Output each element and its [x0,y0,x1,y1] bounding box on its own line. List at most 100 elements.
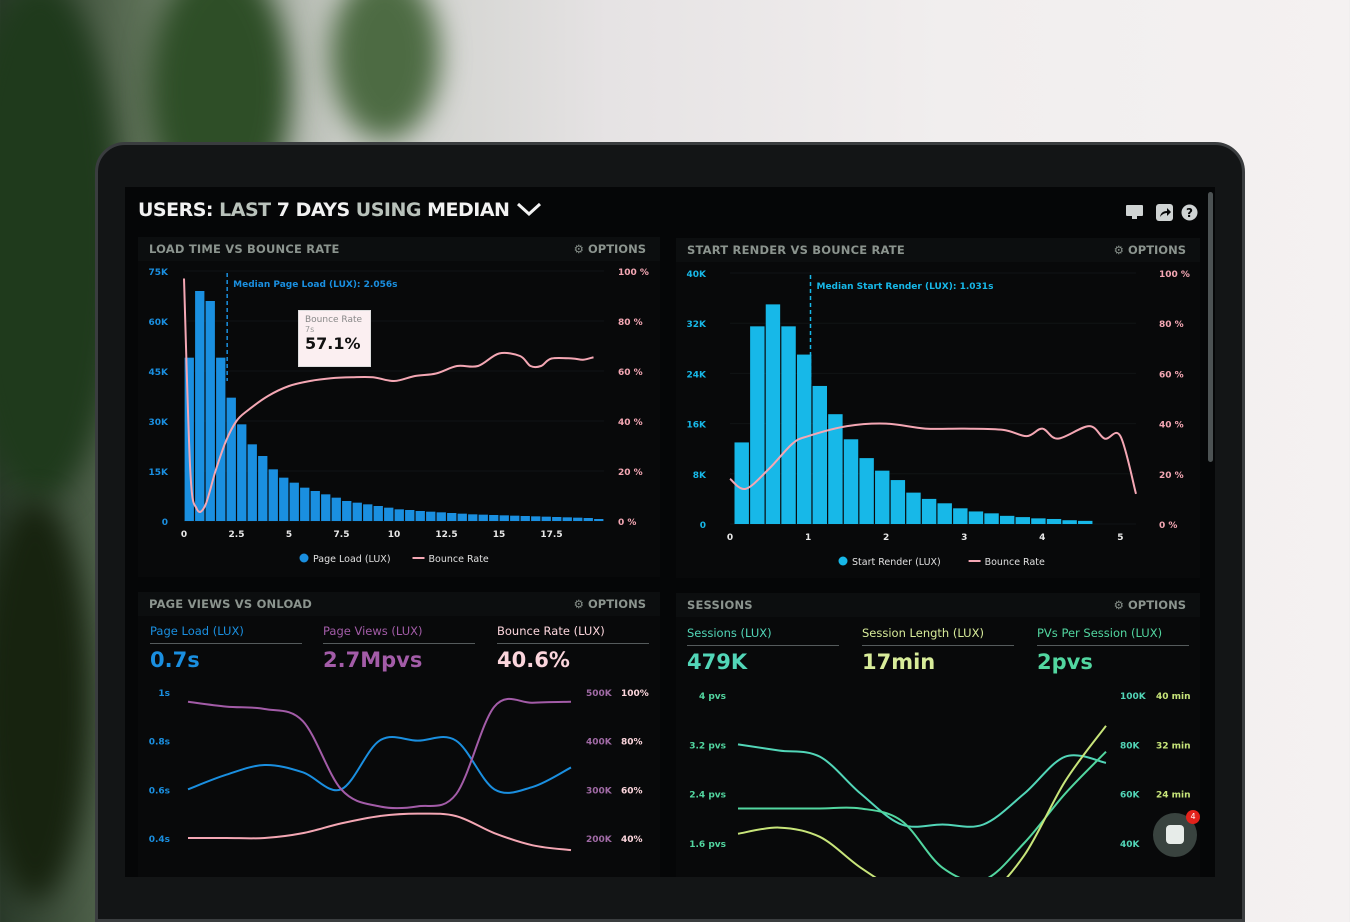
histogram-bar [226,397,236,521]
histogram-bar [279,477,289,521]
options-button[interactable]: ⚙ OPTIONS [573,242,646,256]
y-tick-right: 80 % [1159,320,1184,330]
y-tick-right: 100 % [618,268,649,278]
histogram-bar [331,497,341,521]
histogram-bar [562,517,572,521]
histogram-bar [289,482,299,521]
sessions-panel: SESSIONS ⚙ OPTIONS Sessions (LUX) 479K Se… [676,593,1200,877]
kpi-sessions: Sessions (LUX) 479K [687,626,839,674]
legend-label: Bounce Rate [429,554,489,565]
y-tick-left: 0.4s [149,835,170,845]
share-icon[interactable] [1155,204,1174,221]
histogram-bar [541,516,551,521]
histogram-bar [205,301,215,521]
y-tick-right: 60 % [618,368,643,378]
y-tick-right-2: 60% [621,786,643,796]
x-tick: 2 [883,533,889,543]
dashboard-screen: USERS: LAST 7 DAYS USING MEDIAN ? LOAD T… [125,187,1215,877]
x-tick: 4 [1039,533,1045,543]
options-button[interactable]: ⚙ OPTIONS [1113,598,1186,612]
y-tick-left: 45K [149,368,170,378]
y-tick-right-2: 40 min [1156,692,1191,702]
kpi-label: PVs Per Session (LUX) [1037,626,1189,646]
legend-marker-bars [299,553,309,563]
y-tick-right: 0 % [1159,521,1177,531]
legend-label: Start Render (LUX) [852,557,941,568]
histogram-bar [1046,518,1062,524]
y-tick-right-2: 80% [621,738,643,748]
options-label: OPTIONS [587,597,646,611]
kpi-label: Page Views (LUX) [323,624,475,644]
tooltip-series: Bounce Rate [305,315,363,325]
options-button[interactable]: ⚙ OPTIONS [573,597,646,611]
panel-header: PAGE VIEWS VS ONLOAD ⚙ OPTIONS [138,592,660,616]
histogram-bar [812,385,827,524]
histogram-bar [342,501,352,521]
histogram-bar [510,515,520,521]
kpi-page-load: Page Load (LUX) 0.7s [150,624,302,672]
kpi-value: 40.6% [497,648,570,672]
histogram-bar [216,357,226,521]
y-tick-left: 0.6s [149,786,170,796]
y-tick-left: 3.2 pvs [689,741,726,751]
median-annotation: Median Page Load (LUX): 2.056s [233,280,397,290]
histogram-bar [583,518,593,521]
series-line [187,812,572,852]
series-line [187,736,572,794]
x-tick: 5 [286,530,292,540]
y-tick-left: 32K [687,320,708,330]
help-icon[interactable]: ? [1180,204,1199,221]
panel-header: LOAD TIME VS BOUNCE RATE ⚙ OPTIONS [138,237,660,261]
histogram-bar [1015,517,1030,524]
kpi-label: Sessions (LUX) [687,626,839,646]
kpi-value: 2pvs [1037,650,1093,674]
y-tick-left: 30K [149,418,170,428]
notification-badge: 4 [1186,810,1200,824]
y-tick-left: 4 pvs [699,692,726,702]
options-button[interactable]: ⚙ OPTIONS [1113,243,1186,257]
y-tick-right: 40K [1120,840,1141,850]
chevron-down-icon[interactable] [516,202,542,217]
x-tick: 2.5 [229,530,245,540]
y-tick-left: 15K [149,468,170,478]
histogram-bar [937,503,952,524]
scrollbar[interactable] [1208,192,1213,462]
y-tick-right-2: 100% [621,689,649,699]
chat-icon [1166,825,1184,844]
page-title[interactable]: USERS: LAST 7 DAYS USING MEDIAN [138,199,542,221]
y-tick-right: 20 % [1159,471,1184,481]
histogram-bar [268,469,278,521]
histogram-bar [734,442,749,524]
x-tick: 0 [181,530,187,540]
background-plant [0,500,90,900]
y-tick-left: 0 [700,521,706,531]
background-plant [330,0,440,140]
histogram-bar [489,515,499,521]
histogram-bar [921,498,937,524]
y-tick-left: 0.8s [149,738,170,748]
histogram-bar [531,516,541,521]
panel-title: SESSIONS [687,598,753,612]
histogram-bar [520,516,530,521]
kpi-value: 17min [862,650,936,674]
histogram-bar [195,291,205,521]
y-tick-right: 40 % [618,418,643,428]
y-tick-right: 20 % [618,468,643,478]
histogram-bar [750,326,765,524]
panel-title: LOAD TIME VS BOUNCE RATE [149,242,340,256]
title-users: USERS: [138,199,214,221]
histogram-bar [415,511,425,521]
y-tick-right: 100K [1120,692,1147,702]
histogram-bar [384,507,394,521]
histogram-bar [363,504,373,521]
chat-launcher-button[interactable]: 4 [1153,810,1200,857]
kpi-page-views: Page Views (LUX) 2.7Mpvs [323,624,475,672]
x-tick: 15 [493,530,506,540]
series-line [737,743,1107,828]
page-views-chart: 0.4s 0.6s 0.8s 1s 200K 300K 400K 500K 40% 60% 80% 1… [149,689,649,852]
histogram-bar [478,514,488,521]
monitor-icon[interactable] [1125,204,1144,221]
histogram-bar [352,502,362,521]
kpi-pvs-per-session: PVs Per Session (LUX) 2pvs [1037,626,1189,674]
y-tick-left: 1.6 pvs [689,840,726,850]
